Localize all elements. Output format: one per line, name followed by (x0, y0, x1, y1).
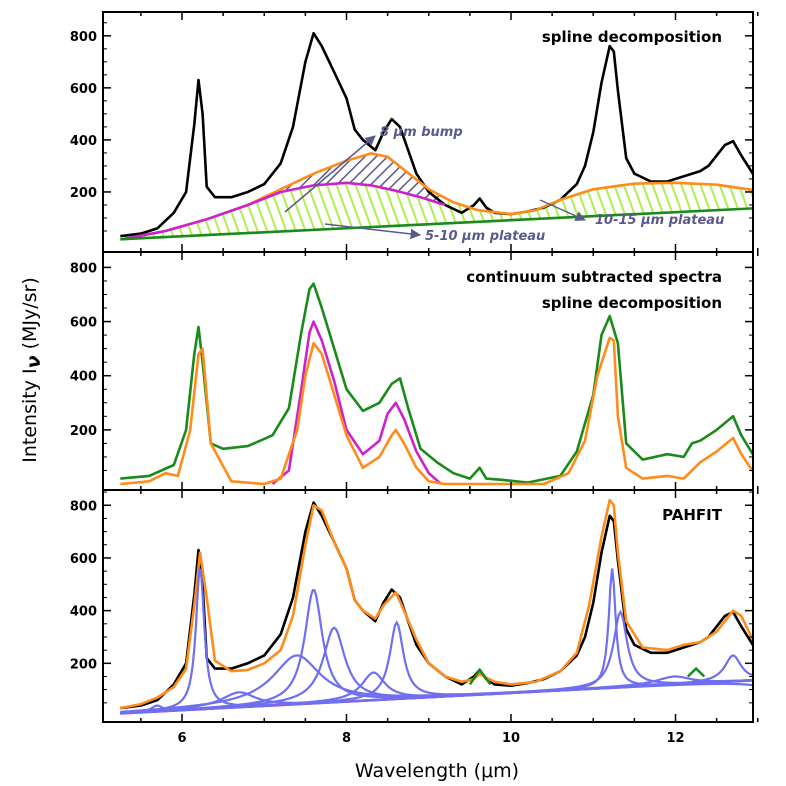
y-tick-label: 200 (70, 657, 97, 672)
y-tick-label: 800 (70, 261, 97, 276)
series-line (124, 152, 753, 241)
feature-profile (120, 682, 753, 715)
annotation-10-15: 10-15 μm plateau (595, 213, 724, 228)
y-tick-label: 600 (70, 82, 97, 97)
series-line (124, 181, 446, 241)
y-tick-label: 800 (70, 30, 97, 45)
x-tick-label: 10 (502, 731, 520, 746)
y-tick-label: 400 (70, 134, 97, 149)
panel-title: continuum subtracted spectra (466, 268, 722, 286)
series-line (271, 320, 442, 486)
series-line (120, 282, 753, 484)
series-line (120, 31, 753, 238)
plot-area (120, 282, 753, 486)
series-line (120, 498, 753, 710)
y-axis-title: Intensity Iν (MJy/sr) (19, 277, 45, 463)
panel-spline-decomposition: 200 400 600 800 spline decomposition 8 μm bum… (70, 11, 759, 253)
y-tick-label: 400 (70, 605, 97, 620)
x-axis-title: Wavelength (μm) (355, 760, 519, 782)
x-tick-label: 8 (342, 731, 351, 746)
feature-profile (120, 568, 753, 714)
bump-hatch (264, 153, 442, 204)
panel-continuum-subtracted: 200 400 600 800 continuum subtracted spectra… (70, 251, 759, 491)
y-tick-label: 400 (70, 370, 97, 385)
y-tick-label: 200 (70, 186, 97, 201)
line-feature (468, 667, 492, 686)
y-tick-label: 200 (70, 424, 97, 439)
series-line (120, 207, 753, 241)
annotation-bump: 8 μm bump (380, 125, 463, 140)
panel-subtitle: spline decomposition (542, 294, 722, 312)
annotation-5-10: 5-10 μm plateau (425, 229, 545, 244)
plot-area (120, 498, 753, 715)
feature-profile (120, 568, 753, 715)
plateau-hatch (124, 182, 753, 240)
panel-title: PAHFIT (662, 506, 723, 524)
series-line (120, 336, 753, 486)
x-tick-label: 6 (177, 731, 186, 746)
panel-frame (102, 489, 754, 723)
line-feature (686, 666, 706, 678)
annotation-arrow (324, 223, 422, 240)
panel-pahfit: 200400600800PAHFIT68101214 (70, 489, 759, 746)
annotation-arrow (539, 199, 586, 221)
x-tick-label: 12 (666, 731, 684, 746)
y-tick-label: 800 (70, 499, 97, 514)
plot-area (120, 31, 753, 241)
annotation-arrow (284, 135, 376, 213)
y-tick-label: 600 (70, 316, 97, 331)
panel-title: spline decomposition (542, 28, 722, 46)
y-tick-label: 600 (70, 552, 97, 567)
